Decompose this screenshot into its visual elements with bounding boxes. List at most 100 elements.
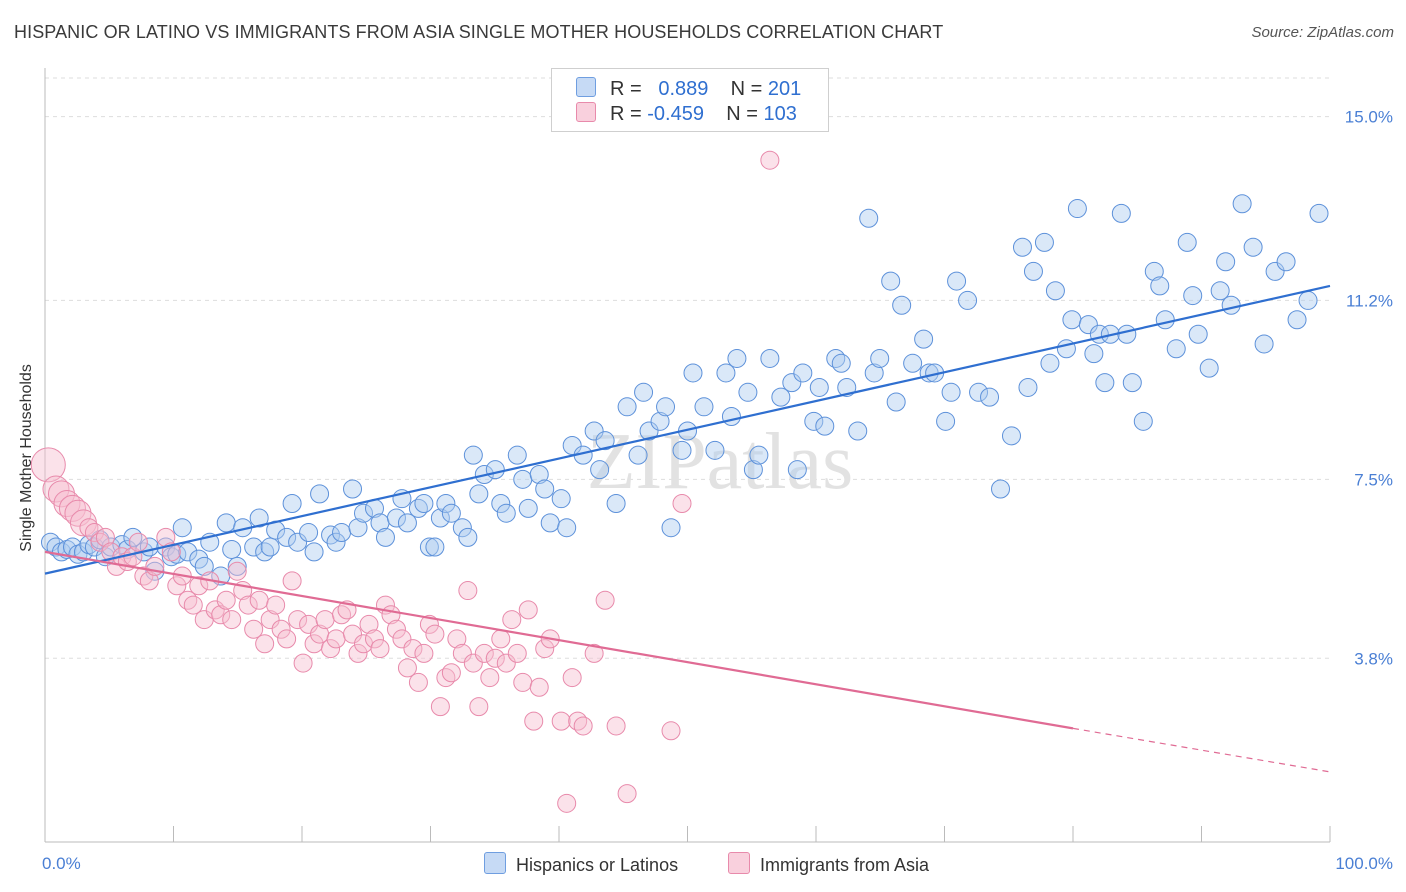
asia-point <box>496 653 516 673</box>
r-value: 0.889 <box>658 78 709 100</box>
hispanic-point <box>419 537 439 557</box>
blue-swatch <box>576 77 596 97</box>
asia-point <box>584 643 604 663</box>
hispanic-point <box>326 532 346 552</box>
hispanic-point <box>1067 199 1087 219</box>
asia-point <box>386 619 406 639</box>
asia-point <box>672 494 692 514</box>
x-tick-label: 0.0% <box>42 854 81 873</box>
asia-point <box>760 150 780 170</box>
r-value: -0.459 <box>647 103 704 125</box>
hispanic-point <box>1199 358 1219 378</box>
asia-point <box>189 576 209 596</box>
asia-point <box>469 697 489 717</box>
hispanic-point <box>299 523 319 543</box>
hispanic-point <box>991 479 1011 499</box>
chart-title: HISPANIC OR LATINO VS IMMIGRANTS FROM AS… <box>14 22 944 42</box>
hispanic-point <box>672 440 692 460</box>
asia-point <box>249 590 269 610</box>
hispanic-point <box>304 542 324 562</box>
asia-point <box>95 527 115 547</box>
asia-point <box>84 523 104 543</box>
watermark: ZIPatlas <box>587 418 854 506</box>
hispanic-point <box>809 377 829 397</box>
hispanic-point <box>507 445 527 465</box>
hispanic-point <box>661 518 681 538</box>
hispanic-point <box>1012 237 1032 257</box>
hispanic-point <box>557 518 577 538</box>
hispanic-point <box>721 406 741 426</box>
hispanic-point <box>1062 310 1082 330</box>
asia-point <box>408 672 428 692</box>
hispanic-point <box>1045 281 1065 301</box>
asia-point <box>452 643 472 663</box>
asia-point <box>370 639 390 659</box>
hispanic-point <box>936 411 956 431</box>
hispanic-point <box>1150 276 1170 296</box>
hispanic-point <box>793 363 813 383</box>
asia-point <box>529 677 549 697</box>
asia-point <box>183 595 203 615</box>
hispanic-point <box>716 363 736 383</box>
hispanic-point <box>782 373 802 393</box>
asia-point <box>139 571 159 591</box>
asia-point <box>463 653 483 673</box>
hispanic-point <box>870 348 890 368</box>
hispanic-point <box>1122 373 1142 393</box>
asia-point <box>551 711 571 731</box>
asia-point <box>661 721 681 741</box>
hispanic-point <box>1188 324 1208 344</box>
asia-point <box>430 697 450 717</box>
stats-legend-row-blue: R = 0.889 N = 201 <box>576 77 801 101</box>
hispanic-point <box>1095 373 1115 393</box>
hispanic-point <box>260 537 280 557</box>
asia-point <box>167 576 187 596</box>
asia-point <box>277 629 297 649</box>
asia-point <box>282 571 302 591</box>
r-label: R = <box>610 103 642 125</box>
hispanic-point <box>244 537 264 557</box>
legend-label: Hispanics or Latinos <box>516 855 679 875</box>
hispanic-point <box>590 460 610 480</box>
legend-label: Immigrants from Asia <box>760 855 930 875</box>
asia-point <box>403 639 423 659</box>
asia-point <box>315 610 335 630</box>
ticks-layer: 3.8% 7.5% 11.2% 15.0% 0.0% 100.0% <box>42 108 1393 873</box>
hispanic-trendline <box>44 284 1331 575</box>
asia-point <box>42 475 70 503</box>
hispanic-point <box>941 382 961 402</box>
asia-point <box>397 658 417 678</box>
asia-point <box>30 447 66 483</box>
hispanic-point <box>551 489 571 509</box>
asia-point <box>128 532 148 552</box>
asia-point <box>222 610 242 630</box>
hispanic-point <box>1216 252 1236 272</box>
hispanic-point <box>1018 377 1038 397</box>
hispanic-point <box>804 411 824 431</box>
r-label: R = <box>610 78 642 100</box>
hispanic-point <box>496 503 516 523</box>
asia-point <box>474 643 494 663</box>
n-label: N = <box>730 78 763 100</box>
hispanic-point <box>1001 426 1021 446</box>
hispanic-point <box>628 445 648 465</box>
hispanic-point <box>354 503 374 523</box>
asia-point <box>58 494 86 522</box>
hispanic-point <box>1177 232 1197 252</box>
stats-legend-row-pink: R = -0.459 N = 103 <box>576 102 797 126</box>
hispanic-point <box>1144 261 1164 281</box>
hispanic-point <box>705 440 725 460</box>
asia-point <box>502 610 522 630</box>
axes-layer <box>44 68 1331 843</box>
hispanic-point <box>1023 261 1043 281</box>
asia-point <box>507 643 527 663</box>
hispanic-point <box>683 363 703 383</box>
hispanic-point <box>222 539 242 559</box>
hispanic-point <box>738 382 758 402</box>
hispanic-point <box>282 494 302 514</box>
asia-point <box>266 595 286 615</box>
hispanic-point <box>727 348 747 368</box>
blue-swatch <box>484 852 506 874</box>
hispanic-point <box>348 518 368 538</box>
